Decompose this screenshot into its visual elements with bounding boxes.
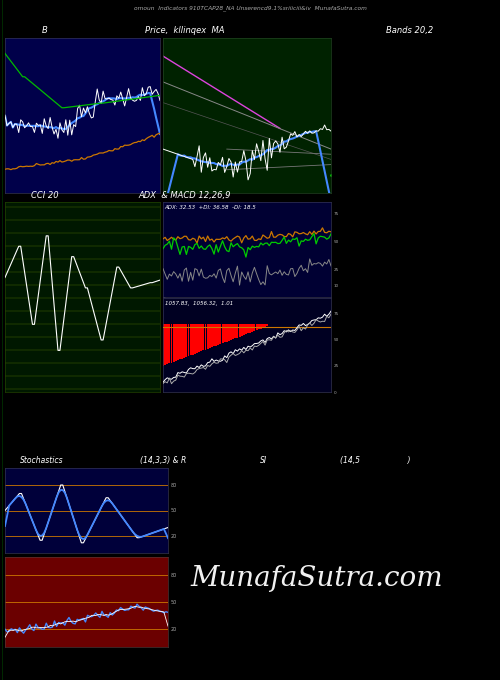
Bar [215, 324, 217, 345]
Bar [172, 324, 174, 362]
Text: (14,5                    ): (14,5 ) [340, 456, 410, 465]
Bar [177, 324, 179, 360]
Bar [175, 324, 176, 361]
Text: Price,  kllinqex  MA: Price, kllinqex MA [145, 26, 225, 35]
Bar [200, 324, 202, 352]
Bar [186, 324, 188, 357]
Bar [170, 324, 172, 362]
Bar [192, 324, 194, 354]
Bar [220, 324, 222, 344]
Bar [234, 324, 236, 339]
Bar [249, 324, 251, 333]
Bar [224, 324, 226, 343]
Bar [166, 324, 168, 364]
Bar [181, 324, 183, 358]
Bar [232, 324, 234, 339]
Bar [164, 324, 166, 365]
Bar [247, 324, 249, 333]
Bar [198, 324, 200, 352]
Bar [211, 324, 213, 347]
Bar [252, 324, 254, 332]
Bar [168, 324, 170, 363]
Text: 1057.83,  1056.32,  1.01: 1057.83, 1056.32, 1.01 [164, 301, 233, 306]
Bar [260, 324, 262, 328]
Bar [213, 324, 215, 346]
Bar [218, 324, 219, 345]
Bar [184, 324, 185, 358]
Bar [202, 324, 204, 350]
Text: ADX: 32.53  +DI: 36.58  -DI: 18.5: ADX: 32.53 +DI: 36.58 -DI: 18.5 [164, 205, 256, 210]
Bar [236, 324, 238, 337]
Bar [190, 324, 192, 356]
Bar [194, 324, 196, 354]
Bar [209, 324, 210, 348]
Text: Bands 20,2: Bands 20,2 [386, 26, 434, 35]
Bar [258, 324, 260, 329]
Text: (14,3,3) & R: (14,3,3) & R [140, 456, 186, 465]
Bar [245, 324, 247, 335]
Bar [188, 324, 190, 356]
Text: SI: SI [260, 456, 267, 465]
Bar [262, 324, 264, 328]
Text: Stochastics: Stochastics [20, 456, 64, 465]
Text: ADX  & MACD 12,26,9: ADX & MACD 12,26,9 [139, 191, 231, 200]
Bar [228, 324, 230, 341]
Bar [206, 324, 208, 349]
Bar [243, 324, 245, 335]
Bar [264, 324, 266, 327]
Bar [226, 324, 228, 341]
Text: omoun  Indicators 910TCAP28_NA Unserencd9.1%sriiiciii&iv  MunafaSutra.com: omoun Indicators 910TCAP28_NA Unserencd9… [134, 5, 366, 11]
Bar [230, 324, 232, 340]
Bar [179, 324, 181, 360]
Text: B: B [42, 26, 48, 35]
Bar [162, 324, 164, 366]
Bar [222, 324, 224, 343]
Bar [196, 324, 198, 353]
Text: MunafaSutra.com: MunafaSutra.com [190, 565, 442, 592]
Text: CCI 20: CCI 20 [31, 191, 59, 200]
Bar [238, 324, 240, 337]
Bar [254, 324, 256, 331]
Bar [256, 324, 258, 330]
Bar [266, 324, 268, 326]
Bar [204, 324, 206, 350]
Bar [240, 324, 242, 336]
